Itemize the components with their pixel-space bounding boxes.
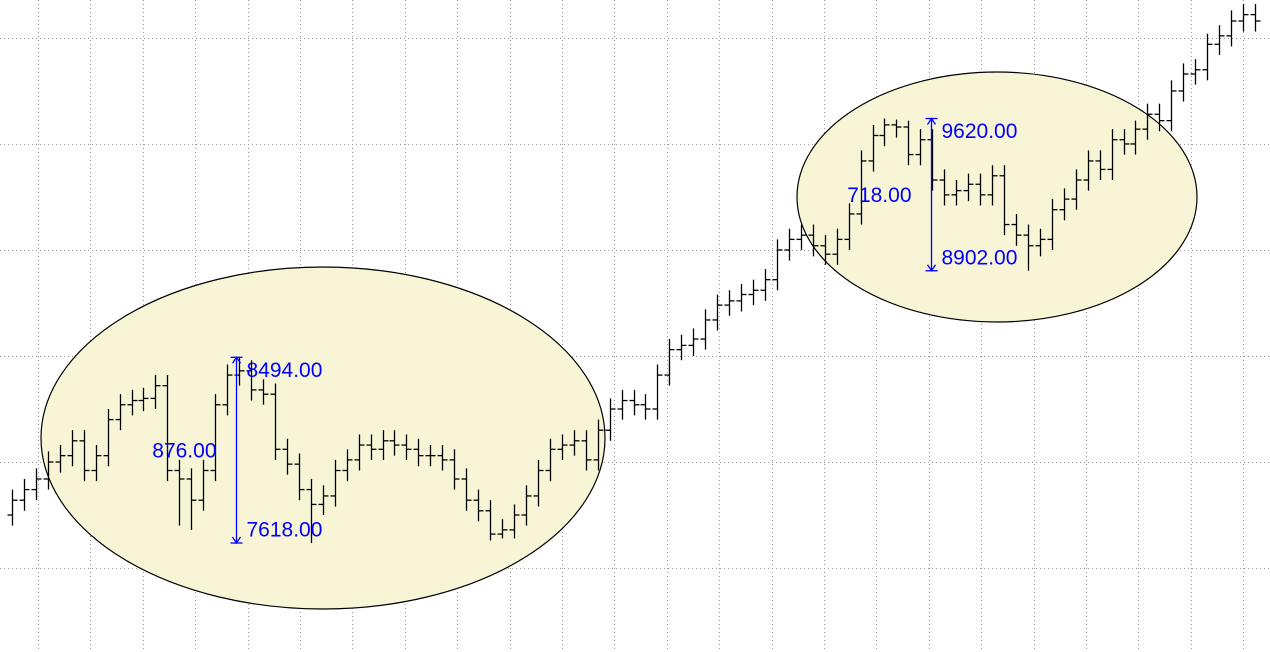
range-label: 718.00: [847, 184, 911, 207]
arrow-head-high: [926, 117, 937, 125]
highlight-regions: [40, 71, 1198, 610]
highlight-ellipse: [40, 266, 606, 610]
arrow-head-low: [231, 536, 242, 545]
low-label: 8902.00: [942, 246, 1018, 269]
low-label: 7618.00: [247, 519, 323, 542]
high-label: 8494.00: [247, 359, 323, 382]
arrow-head-high: [231, 356, 242, 364]
range-label: 876.00: [152, 440, 216, 463]
annotations: 8494.00 7618.00 876.00 9620.00 8902.00 718.00: [152, 117, 1018, 545]
arrow-head-low: [926, 264, 937, 272]
price-bars: [7, 4, 1261, 544]
high-label: 9620.00: [942, 120, 1018, 143]
